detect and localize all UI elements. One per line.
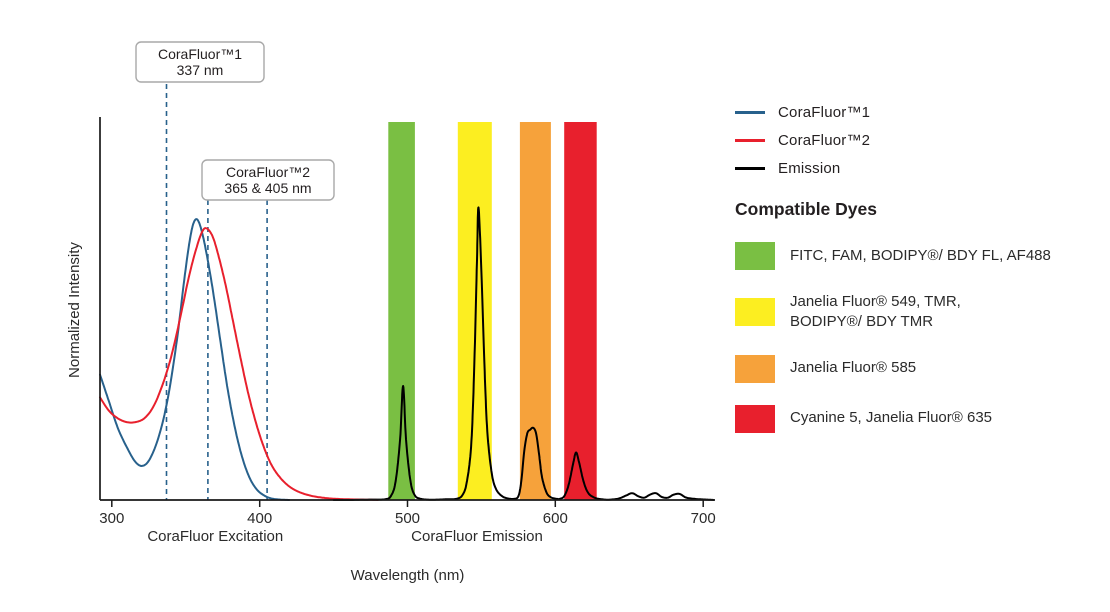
excitation-wavelength-markers bbox=[165, 84, 268, 500]
callout-title: CoraFluor™1 bbox=[158, 46, 242, 62]
emission-line-swatch bbox=[735, 167, 765, 170]
orange-dye-swatch bbox=[735, 354, 775, 383]
callout-box bbox=[201, 159, 335, 201]
corafluor1-line-swatch bbox=[735, 111, 765, 114]
legend-item-corafluor2: CoraFluor™2 bbox=[735, 132, 1100, 149]
green-dye-swatch bbox=[735, 242, 775, 270]
corafluor2-line-swatch bbox=[735, 139, 765, 142]
axes: 300 400 500 600 700 CoraFluor Excitation CoraF… bbox=[66, 117, 716, 584]
legend-item-emission: Emission bbox=[735, 160, 1100, 177]
y-axis-title: Normalized Intensity bbox=[66, 242, 83, 378]
band-fitc-fam-bodipyfl-af488 bbox=[388, 122, 415, 500]
legend-panel: CoraFluor™1 CoraFluor™2 Emission Compati… bbox=[735, 104, 1100, 455]
x-axis-title: Wavelength (nm) bbox=[351, 567, 465, 584]
band-cy5-jf635 bbox=[564, 122, 597, 500]
x-region-label: CoraFluor Excitation bbox=[147, 528, 283, 545]
series-legend: CoraFluor™1 CoraFluor™2 Emission bbox=[735, 104, 1100, 177]
dye-row-jf549-tmr: Janelia Fluor® 549, TMR, BODIPY®/ BDY TM… bbox=[735, 292, 1100, 333]
curve-series-1 bbox=[99, 227, 379, 501]
curve-series-0 bbox=[99, 218, 291, 501]
callout-value: 365 & 405 nm bbox=[224, 180, 311, 196]
dye-row-jf585: Janelia Fluor® 585 bbox=[735, 354, 1100, 383]
yellow-dye-swatch bbox=[735, 298, 775, 327]
yellow-dye-label: Janelia Fluor® 549, TMR, BODIPY®/ BDY TM… bbox=[790, 293, 961, 331]
x-tick-label: 300 bbox=[99, 510, 124, 527]
x-tick-label: 600 bbox=[543, 510, 568, 527]
x-tick-label: 700 bbox=[691, 510, 716, 527]
legend-item-corafluor1: CoraFluor™1 bbox=[735, 104, 1100, 121]
corafluor2-legend-label: CoraFluor™2 bbox=[778, 132, 871, 149]
callout-title: CoraFluor™2 bbox=[226, 164, 310, 180]
emission-legend-label: Emission bbox=[778, 160, 841, 177]
filter-bands bbox=[388, 122, 597, 500]
corafluor1-legend-label: CoraFluor™1 bbox=[778, 104, 871, 121]
callout-box bbox=[135, 41, 265, 83]
spectra-chart: 300 400 500 600 700 CoraFluor Excitation CoraF… bbox=[66, 41, 716, 584]
band-jf585 bbox=[519, 122, 551, 500]
callout-value: 337 nm bbox=[177, 62, 224, 78]
red-dye-label: Cyanine 5, Janelia Fluor® 635 bbox=[790, 409, 993, 427]
x-tick-label: 500 bbox=[395, 510, 420, 527]
x-region-label: CoraFluor Emission bbox=[411, 528, 543, 545]
dye-row-fitc-fam: FITC, FAM, BODIPY®/ BDY FL, AF488 bbox=[735, 242, 1100, 270]
compatible-dyes-title: Compatible Dyes bbox=[735, 199, 877, 219]
orange-dye-label: Janelia Fluor® 585 bbox=[790, 359, 917, 377]
compatible-dyes-list: FITC, FAM, BODIPY®/ BDY FL, AF488 Janeli… bbox=[735, 242, 1100, 433]
green-dye-label: FITC, FAM, BODIPY®/ BDY FL, AF488 bbox=[790, 246, 1051, 264]
dye-row-cy5-jf635: Cyanine 5, Janelia Fluor® 635 bbox=[735, 404, 1100, 433]
red-dye-swatch bbox=[735, 404, 775, 433]
x-tick-label: 400 bbox=[247, 510, 272, 527]
